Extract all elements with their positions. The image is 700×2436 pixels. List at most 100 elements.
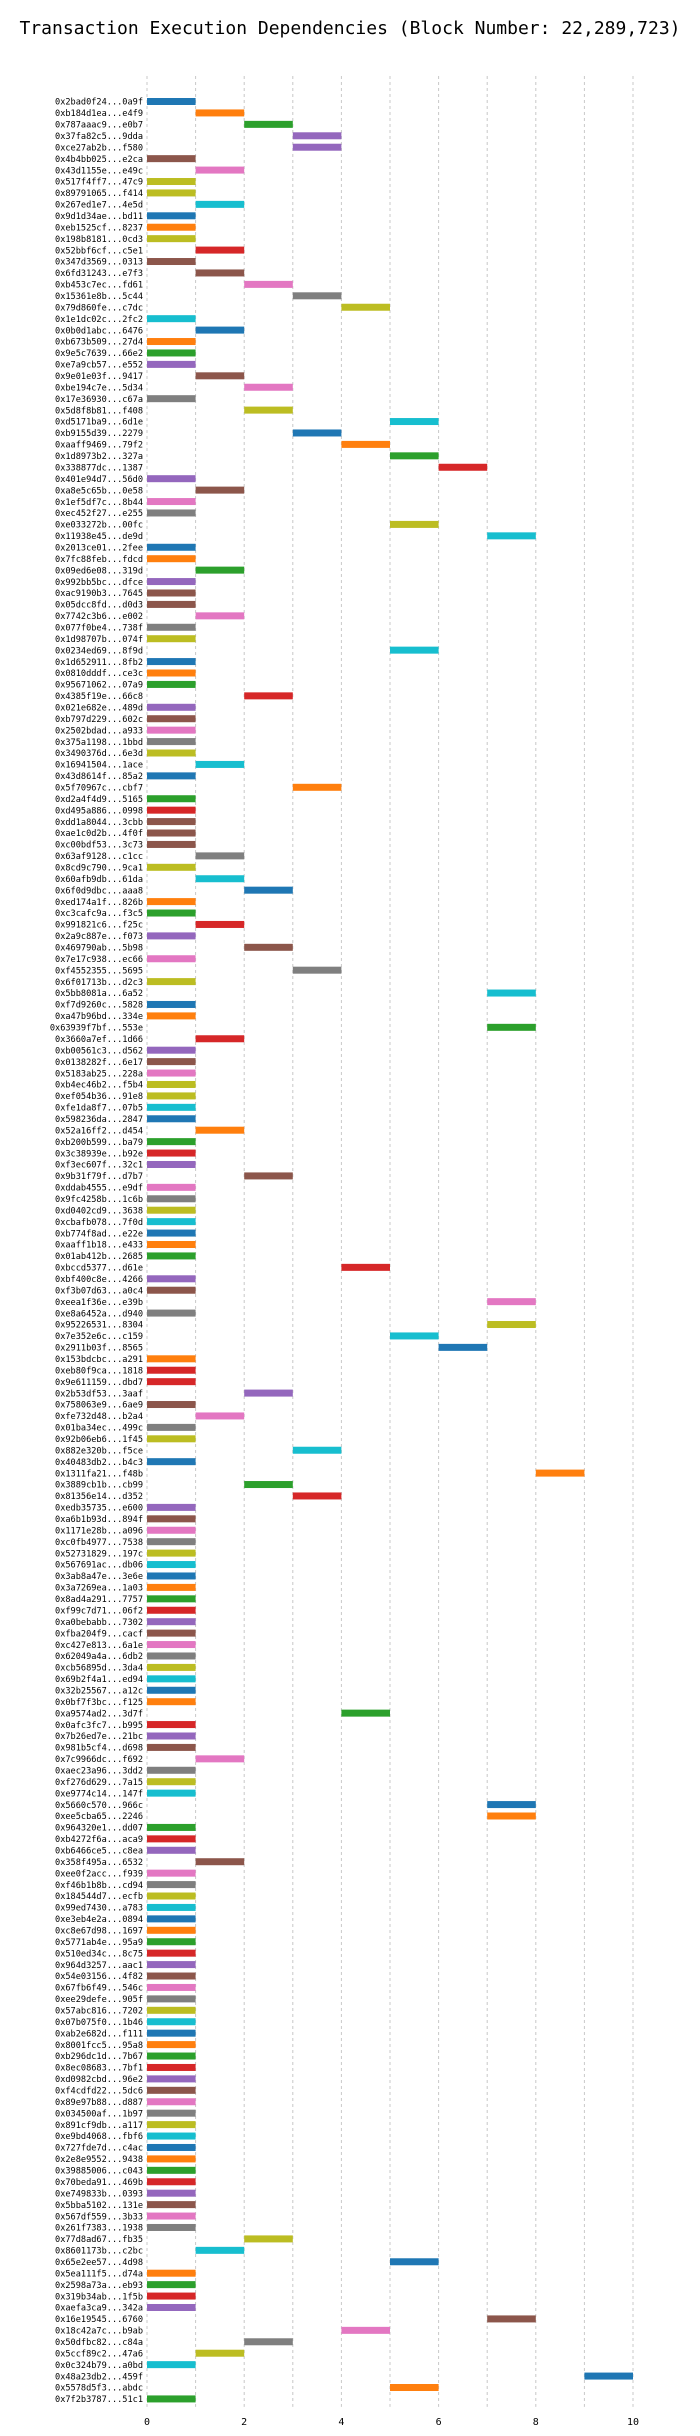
transaction-label: 0xe7a9cb57...e552 bbox=[55, 361, 143, 371]
transaction-label: 0xa0bebabb...7302 bbox=[55, 1618, 143, 1628]
transaction-bar bbox=[147, 1549, 196, 1557]
transaction-label: 0x198b8181...0cd3 bbox=[55, 235, 143, 245]
transaction-label: 0x09ed6e08...319d bbox=[55, 566, 143, 576]
transaction-bar bbox=[147, 1926, 196, 1934]
transaction-bar bbox=[195, 326, 245, 334]
transaction-label: 0x7742c3b6...e002 bbox=[55, 612, 143, 622]
transaction-bar bbox=[147, 1789, 196, 1797]
transaction-bar bbox=[341, 1263, 390, 1271]
transaction-bar bbox=[147, 658, 196, 666]
transaction-bar bbox=[147, 1869, 196, 1877]
transaction-bar bbox=[147, 2189, 196, 2197]
transaction-label: 0x787aaac9...e0b7 bbox=[55, 121, 143, 131]
transaction-label: 0x39885006...c043 bbox=[55, 2167, 143, 2177]
transaction-label: 0x598236da...2847 bbox=[55, 1115, 143, 1125]
transaction-bar bbox=[147, 2121, 196, 2129]
transaction-bar bbox=[438, 1343, 488, 1351]
transaction-bar bbox=[147, 2269, 196, 2277]
transaction-label: 0xe8a6452a...d940 bbox=[55, 1309, 143, 1319]
transaction-label: 0x52bbf6cf...c5e1 bbox=[55, 246, 143, 256]
transaction-bar bbox=[147, 1115, 196, 1123]
transaction-bar bbox=[147, 235, 196, 243]
transaction-bar bbox=[147, 1949, 196, 1957]
transaction-bar bbox=[147, 909, 196, 917]
transaction-label: 0x153bdcbc...a291 bbox=[55, 1355, 143, 1365]
transaction-bar bbox=[147, 2361, 196, 2369]
transaction-label: 0x964d3257...aac1 bbox=[55, 1961, 143, 1971]
transaction-label: 0x3a7269ea...1a03 bbox=[55, 1584, 143, 1594]
transaction-bar bbox=[487, 1801, 536, 1809]
transaction-bar bbox=[390, 646, 439, 654]
transaction-label: 0xed174a1f...826b bbox=[55, 898, 143, 908]
transaction-label: 0xaefa3ca9...342a bbox=[55, 2304, 143, 2314]
transaction-label: 0x62049a4a...6db2 bbox=[55, 1652, 143, 1662]
transaction-label: 0x2502bdad...a933 bbox=[55, 726, 143, 736]
transaction-label: 0xeb1525cf...8237 bbox=[55, 223, 143, 233]
transaction-bar bbox=[390, 418, 439, 426]
transaction-bar bbox=[535, 1469, 585, 1477]
transaction-label: 0x7b26ed7e...21bc bbox=[55, 1732, 143, 1742]
x-tick-label: 6 bbox=[436, 2417, 442, 2428]
transaction-bar bbox=[147, 258, 196, 266]
transaction-bar bbox=[147, 2178, 196, 2186]
transaction-bar bbox=[147, 1183, 196, 1191]
transaction-bar bbox=[147, 315, 196, 323]
transaction-bar bbox=[147, 1606, 196, 1614]
transaction-label: 0x18c42a7c...b9ab bbox=[55, 2327, 143, 2337]
transaction-label: 0xb774f8ad...e22e bbox=[55, 1229, 143, 1239]
transaction-label: 0x2b53df53...3aaf bbox=[55, 1389, 143, 1399]
transaction-bar bbox=[390, 1332, 439, 1340]
transaction-bar bbox=[195, 1126, 245, 1134]
transaction-bar bbox=[195, 2246, 245, 2254]
transaction-label: 0x6fd31243...e7f3 bbox=[55, 269, 143, 279]
transaction-bar bbox=[147, 1938, 196, 1946]
transaction-bar bbox=[292, 966, 342, 974]
transaction-label: 0x991821c6...f25c bbox=[55, 921, 143, 931]
transaction-bar bbox=[147, 1458, 196, 1466]
transaction-bar bbox=[147, 1995, 196, 2003]
transaction-bar bbox=[390, 2258, 439, 2266]
transaction-bar bbox=[147, 2041, 196, 2049]
transaction-bar bbox=[147, 155, 196, 163]
transaction-label: 0x79d860fe...c7dc bbox=[55, 303, 143, 313]
transaction-label: 0xd495a886...0998 bbox=[55, 806, 143, 816]
transaction-bar bbox=[487, 989, 536, 997]
transaction-bar bbox=[147, 703, 196, 711]
transaction-label: 0x67fb6f49...546c bbox=[55, 1984, 143, 1994]
transaction-label: 0xb6466ce5...c8ea bbox=[55, 1846, 143, 1856]
transaction-label: 0x69b2f4a1...ed94 bbox=[55, 1675, 143, 1685]
transaction-label: 0xc00bdf53...3c73 bbox=[55, 841, 143, 851]
transaction-bar bbox=[195, 2349, 245, 2357]
transaction-label: 0xf3ec607f...32c1 bbox=[55, 1161, 143, 1171]
transaction-label: 0xfe732d48...b2a4 bbox=[55, 1412, 143, 1422]
transaction-bar bbox=[487, 1298, 536, 1306]
transaction-label: 0x882e320b...f5ce bbox=[55, 1446, 143, 1456]
transaction-bar bbox=[244, 2338, 293, 2346]
transaction-bar bbox=[147, 1195, 196, 1203]
transaction-label: 0x52731829...197c bbox=[55, 1549, 143, 1559]
transaction-label: 0x891cf9db...a117 bbox=[55, 2121, 143, 2131]
transaction-bar bbox=[147, 1012, 196, 1020]
transaction-bar bbox=[147, 349, 196, 357]
transaction-label: 0x4b4bb025...e2ca bbox=[55, 155, 143, 165]
transaction-label: 0x1311fa21...f48b bbox=[55, 1469, 143, 1479]
transaction-label: 0x0234ed69...8f9d bbox=[55, 646, 143, 656]
transaction-label: 0xb200b599...ba79 bbox=[55, 1138, 143, 1148]
transaction-bar bbox=[147, 726, 196, 734]
transaction-label: 0x0810dddf...ce3c bbox=[55, 669, 143, 679]
transaction-label: 0x7e352e6c...c159 bbox=[55, 1332, 143, 1342]
transaction-label: 0x034500af...1b97 bbox=[55, 2109, 143, 2119]
transaction-label: 0x9e611159...dbd7 bbox=[55, 1378, 143, 1388]
transaction-bar bbox=[147, 795, 196, 803]
transaction-label: 0x43d8614f...85a2 bbox=[55, 772, 143, 782]
transaction-label: 0x5bba5102...131e bbox=[55, 2201, 143, 2211]
transaction-bar bbox=[147, 2075, 196, 2083]
transaction-label: 0xb4ec46b2...f5b4 bbox=[55, 1081, 143, 1091]
transaction-bar bbox=[195, 109, 245, 117]
transaction-bar bbox=[147, 1366, 196, 1374]
transaction-label: 0x992bb5bc...dfce bbox=[55, 578, 143, 588]
transaction-bar bbox=[147, 2166, 196, 2174]
transaction-bar bbox=[147, 589, 196, 597]
transaction-bar bbox=[147, 2018, 196, 2026]
